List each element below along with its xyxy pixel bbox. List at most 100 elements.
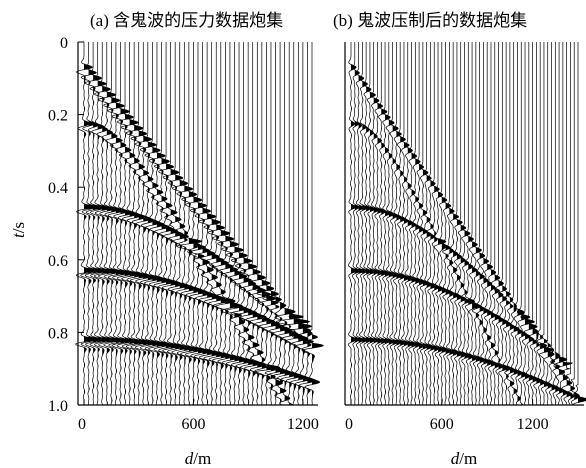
trace-45 bbox=[516, 42, 531, 406]
trace-fill-60 bbox=[578, 42, 586, 405]
trace-40 bbox=[497, 42, 511, 406]
y-tick-label-5: 1.0 bbox=[48, 398, 68, 415]
trace-fill-36 bbox=[487, 42, 493, 405]
trace-30 bbox=[211, 42, 231, 406]
trace-fill-41 bbox=[506, 42, 512, 405]
panel-a-plot: 0 0.2 0.4 0.6 0.8 1.0 0 600 1200 bbox=[48, 35, 324, 433]
trace-fill-46 bbox=[525, 42, 535, 405]
trace-12 bbox=[393, 42, 403, 406]
y-tick-label-0: 0 bbox=[60, 35, 68, 52]
trace-fill-9 bbox=[385, 42, 391, 405]
trace-19 bbox=[419, 42, 429, 406]
trace-32 bbox=[220, 42, 241, 406]
trace-fill-2 bbox=[93, 42, 102, 405]
trace-fill-40 bbox=[502, 42, 511, 405]
trace-42 bbox=[266, 42, 285, 406]
trace-fill-32 bbox=[229, 42, 240, 405]
y-axis-label-var: t bbox=[9, 232, 28, 238]
trace-fill-44 bbox=[517, 42, 525, 405]
panel-a-y-ticks: 0 0.2 0.4 0.6 0.8 1.0 bbox=[48, 35, 84, 415]
panel-a-x-axis-label-unit: /m bbox=[193, 449, 211, 468]
trace-14 bbox=[139, 42, 157, 406]
panel-a-traces bbox=[75, 42, 324, 406]
trace-fill-12 bbox=[396, 42, 402, 405]
trace-23 bbox=[433, 42, 447, 406]
trace-fill-28 bbox=[456, 42, 463, 405]
trace-fill-10 bbox=[129, 42, 139, 405]
trace-5 bbox=[366, 42, 376, 406]
trace-47 bbox=[523, 42, 538, 406]
trace-fill-8 bbox=[381, 42, 387, 405]
y-axis-label: t/s bbox=[9, 222, 28, 238]
panel-a-x-axis-label: d/m bbox=[185, 449, 211, 468]
trace-55 bbox=[553, 42, 568, 406]
trace-fill-48 bbox=[532, 42, 538, 405]
panel-b-x-ticks: 0 600 1200 bbox=[345, 399, 549, 433]
trace-12 bbox=[130, 42, 148, 406]
trace-31 bbox=[464, 42, 475, 406]
panel-b-x-axis-label-var: d bbox=[451, 449, 460, 468]
panel-b-title: (b) 鬼波压制后的数据炮集 bbox=[333, 11, 527, 30]
trace-58 bbox=[566, 42, 576, 406]
trace-fill-43 bbox=[513, 42, 520, 405]
trace-fill-2 bbox=[358, 42, 364, 405]
panel-a-x-axis-label-var: d bbox=[185, 449, 194, 468]
x-tick-label-2: 1200 bbox=[287, 416, 319, 433]
trace-fill-42 bbox=[509, 42, 515, 405]
trace-fill-18 bbox=[419, 42, 425, 405]
trace-43 bbox=[271, 42, 290, 406]
x-tick-label-2: 1200 bbox=[517, 416, 549, 433]
trace-27 bbox=[198, 42, 217, 406]
x-tick-label-1: 600 bbox=[430, 416, 454, 433]
trace-33 bbox=[224, 42, 244, 406]
trace-fill-12 bbox=[138, 42, 148, 405]
trace-39 bbox=[252, 42, 272, 406]
trace-27 bbox=[449, 42, 460, 406]
trace-fill-54 bbox=[555, 42, 561, 405]
trace-fill-7 bbox=[377, 42, 383, 405]
trace-fill-15 bbox=[407, 42, 414, 405]
trace-fill-59 bbox=[574, 42, 580, 405]
trace-21 bbox=[426, 42, 437, 405]
trace-fill-5 bbox=[106, 42, 116, 405]
trace-fill-39 bbox=[498, 42, 504, 405]
trace-30 bbox=[461, 42, 471, 406]
trace-1 bbox=[351, 42, 361, 406]
trace-fill-42 bbox=[275, 42, 284, 405]
trace-fill-15 bbox=[152, 42, 162, 405]
y-tick-label-2: 0.4 bbox=[48, 180, 68, 197]
trace-fill-41 bbox=[270, 42, 280, 405]
trace-13 bbox=[397, 42, 406, 406]
panel-a-x-ticks: 0 600 1200 bbox=[78, 399, 319, 433]
y-tick-label-3: 0.6 bbox=[48, 253, 68, 270]
trace-44 bbox=[513, 42, 525, 406]
trace-26 bbox=[445, 42, 456, 406]
trace-fill-33 bbox=[234, 42, 244, 405]
y-axis-label-unit: /s bbox=[9, 222, 28, 233]
trace-fill-50 bbox=[312, 42, 324, 405]
x-tick-label-1: 600 bbox=[181, 416, 205, 433]
trace-fill-45 bbox=[289, 42, 304, 405]
trace-22 bbox=[431, 42, 440, 406]
panel-b-traces bbox=[347, 42, 586, 406]
trace-fill-56 bbox=[562, 42, 573, 405]
trace-11 bbox=[389, 42, 399, 406]
trace-fill-0 bbox=[84, 42, 93, 405]
trace-32 bbox=[468, 42, 479, 406]
y-tick-label-4: 0.8 bbox=[48, 325, 68, 342]
x-tick-label-0: 0 bbox=[78, 416, 86, 433]
trace-3 bbox=[359, 42, 369, 406]
panel-b-x-axis-label: d/m bbox=[451, 449, 477, 468]
y-tick-label-1: 0.2 bbox=[48, 108, 68, 125]
trace-fill-40 bbox=[266, 42, 280, 405]
trace-fill-17 bbox=[415, 42, 421, 405]
trace-60 bbox=[572, 42, 586, 406]
trace-9 bbox=[382, 42, 391, 406]
trace-fill-28 bbox=[211, 42, 221, 405]
trace-fill-34 bbox=[239, 42, 248, 405]
trace-fill-0 bbox=[351, 42, 357, 405]
trace-fill-35 bbox=[483, 42, 489, 405]
trace-1 bbox=[80, 42, 98, 406]
trace-33 bbox=[471, 42, 482, 406]
